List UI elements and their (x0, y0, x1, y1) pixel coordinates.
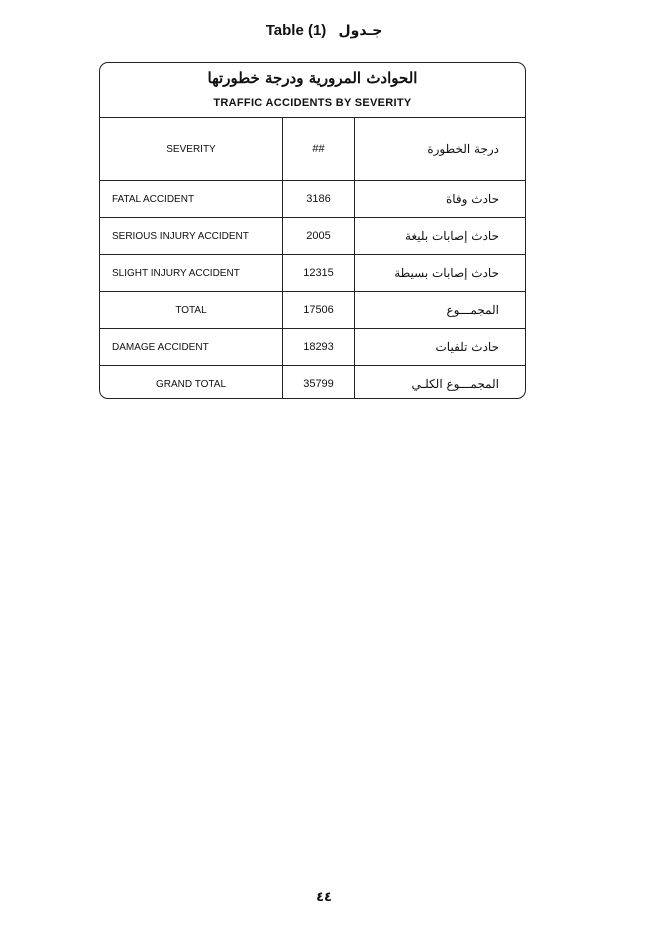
table-title-ar: الحوادث المرورية ودرجة خطورتها (207, 69, 418, 87)
header-row: SEVERITY ## درجة الخطورة (100, 118, 525, 181)
row-value: 35799 (282, 365, 355, 398)
row-value: 2005 (282, 217, 355, 255)
row-label: GRAND TOTAL (100, 365, 283, 398)
table-row: DAMAGE ACCIDENT 18293 حادث تلفيات (100, 328, 525, 366)
table-row: SLIGHT INJURY ACCIDENT 12315 حادث إصابات… (100, 254, 525, 292)
page-number: ٤٤ (316, 890, 332, 905)
caption-en: Table (1) (265, 22, 327, 39)
header-severity: SEVERITY (100, 118, 283, 181)
table-row: SERIOUS INJURY ACCIDENT 2005 حادث إصابات… (100, 217, 525, 255)
row-value: 17506 (282, 291, 355, 329)
row-label: SLIGHT INJURY ACCIDENT (100, 254, 283, 292)
table-row-total: TOTAL 17506 المجمـــوع (100, 291, 525, 329)
header-severity-ar: درجة الخطورة (354, 118, 525, 181)
table-caption: Table (1) جـدول (0, 22, 648, 39)
table-row: FATAL ACCIDENT 3186 حادث وفاة (100, 180, 525, 218)
row-label-ar: حادث وفاة (354, 180, 525, 218)
row-label: SERIOUS INJURY ACCIDENT (100, 217, 283, 255)
row-label-ar: المجمـــوع (354, 291, 525, 329)
row-label-ar: حادث تلفيات (354, 328, 525, 366)
header-count: ## (282, 118, 355, 181)
caption-ar: جـدول (338, 23, 383, 39)
row-value: 12315 (282, 254, 355, 292)
row-label: DAMAGE ACCIDENT (100, 328, 283, 366)
row-label-ar: حادث إصابات بسيطة (354, 254, 525, 292)
row-value: 3186 (282, 180, 355, 218)
table-title-en: TRAFFIC ACCIDENTS BY SEVERITY (213, 97, 412, 109)
row-label-ar: حادث إصابات بليغة (354, 217, 525, 255)
accidents-table: الحوادث المرورية ودرجة خطورتها TRAFFIC A… (99, 62, 526, 399)
row-label-ar: المجمـــوع الكلـي (411, 377, 499, 391)
row-label: TOTAL (100, 291, 283, 329)
table-row-grand-total: GRAND TOTAL 35799 المجمـــوع الكلـي (100, 365, 525, 398)
row-value: 18293 (282, 328, 355, 366)
row-label: FATAL ACCIDENT (100, 180, 283, 218)
table-title: الحوادث المرورية ودرجة خطورتها TRAFFIC A… (100, 63, 525, 118)
